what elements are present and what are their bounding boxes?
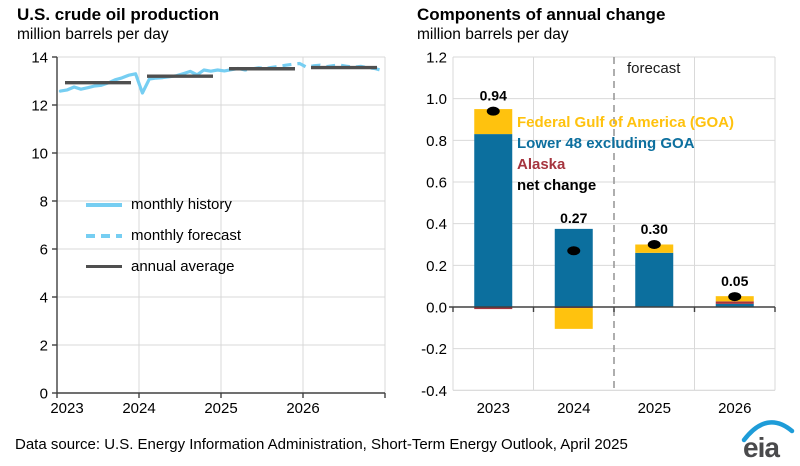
y-tick-label: -0.2	[421, 341, 447, 358]
eia-logo-icon: eia	[741, 420, 795, 462]
bar-value-label: 0.27	[560, 210, 587, 226]
y-tick-label: 0.6	[426, 175, 447, 192]
bar-segment-2023	[474, 134, 513, 307]
bar-value-label: 0.94	[480, 88, 507, 104]
legend-item: monthly history	[86, 189, 241, 220]
x-tick-label: 2023	[477, 400, 510, 417]
x-tick-label: 2025	[638, 400, 671, 417]
legend-item-label: monthly forecast	[131, 227, 242, 244]
bar-legend-item: Lower 48 excluding GOA	[517, 135, 695, 152]
legend-item-label: monthly history	[131, 196, 232, 213]
annual-change-bar-chart: 0.94 0.27 0.30 0.05 -0.4 -0.2 0.0 0.2 0.4 0.6 0.8 1…	[421, 50, 776, 417]
bar-value-label: 0.30	[641, 221, 668, 237]
x-tick-label: 2026	[286, 400, 319, 417]
bar-legend-item: Federal Gulf of America (GOA)	[517, 114, 734, 131]
legend-item-label: annual average	[131, 258, 235, 275]
y-tick-label: 6	[40, 242, 48, 259]
y-tick-label: 1.2	[426, 50, 447, 67]
line-swatch-icon	[86, 264, 122, 269]
monthly-history-line	[58, 66, 240, 95]
data-source-note: Data source: U.S. Energy Information Adm…	[15, 436, 628, 453]
bar-legend-item: Alaska	[517, 156, 566, 173]
legend-item: monthly forecast	[86, 220, 241, 251]
net-change-dot	[728, 292, 742, 302]
eia-logo-swoosh	[741, 420, 795, 443]
line-chart-subtitle: million barrels per day	[17, 26, 169, 43]
net-change-dot	[647, 240, 661, 250]
y-tick-label: 12	[31, 98, 48, 115]
x-tick-label: 2024	[557, 400, 590, 417]
x-tick-label: 2024	[122, 400, 155, 417]
bar-segment-2023	[474, 307, 513, 310]
x-tick-label: 2025	[204, 400, 237, 417]
y-tick-label: 10	[31, 146, 48, 163]
production-line-chart: 0 2 4 6 8 10 12 14 2023 2024 2025 2026	[31, 50, 386, 417]
bar-chart-subtitle: million barrels per day	[417, 26, 569, 43]
net-change-dot	[486, 106, 500, 116]
legend-item: annual average	[86, 251, 241, 282]
line-chart-title: U.S. crude oil production	[17, 5, 220, 24]
dashed-line-swatch-icon	[86, 233, 122, 238]
bar-segment-2024	[554, 308, 593, 329]
bar-chart-legend: Federal Gulf of America (GOA) Lower 48 ex…	[517, 112, 734, 196]
bar-legend-item: net change	[517, 177, 597, 194]
y-tick-label: 2	[40, 338, 48, 355]
y-tick-label: -0.4	[421, 383, 447, 400]
line-chart-legend: monthly history monthly forecast annual av…	[86, 189, 241, 282]
net-change-dot	[567, 246, 581, 256]
x-tick-label: 2023	[50, 400, 83, 417]
bar-segment-2025	[635, 252, 674, 307]
bar-segment-2026	[715, 301, 754, 304]
y-tick-label: 0	[40, 386, 48, 403]
eia-logo-text: eia	[743, 432, 780, 462]
y-tick-label: 0.4	[426, 216, 447, 233]
line-swatch-icon	[86, 202, 122, 207]
y-tick-label: 4	[40, 290, 48, 307]
bar-segment-2024	[554, 228, 593, 307]
bar-segment-2026	[715, 303, 754, 307]
y-tick-label: 0.2	[426, 258, 447, 275]
bar-value-label: 0.05	[721, 273, 748, 289]
y-tick-label: 8	[40, 194, 48, 211]
bar-chart-title: Components of annual change	[417, 5, 666, 24]
x-tick-label: 2026	[718, 400, 751, 417]
y-tick-label: 1.0	[426, 91, 447, 108]
forecast-label: forecast	[627, 60, 681, 77]
y-tick-label: 0.0	[426, 300, 447, 317]
y-tick-label: 14	[31, 50, 48, 67]
y-tick-label: 0.8	[426, 133, 447, 150]
